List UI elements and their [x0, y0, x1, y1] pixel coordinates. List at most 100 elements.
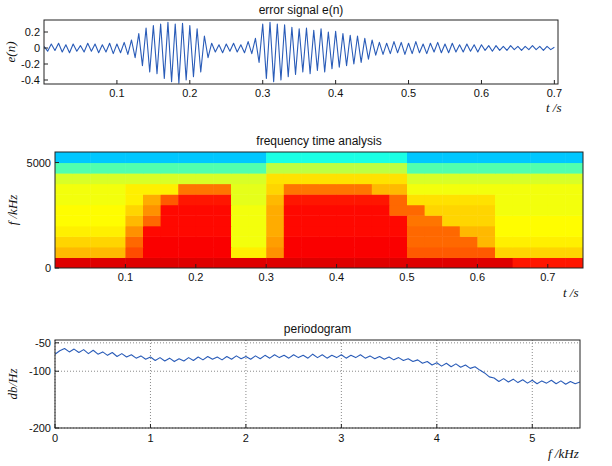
heat-cell — [495, 152, 513, 163]
heat-cell — [530, 247, 548, 258]
heat-cell — [301, 247, 319, 258]
heat-cell — [548, 173, 566, 184]
heat-cell — [530, 236, 548, 247]
heat-cell — [319, 215, 337, 226]
heat-cell — [213, 205, 231, 216]
heat-cell — [55, 194, 73, 205]
heat-cell — [266, 226, 284, 237]
heat-cell — [161, 257, 179, 268]
heat-cell — [196, 205, 214, 216]
heat-cell — [231, 184, 249, 195]
heat-cell — [90, 236, 108, 247]
heat-cell — [249, 152, 267, 163]
heat-cell — [460, 184, 478, 195]
heat-cell — [90, 173, 108, 184]
heat-cell — [213, 173, 231, 184]
heat-cell — [284, 173, 302, 184]
heat-cell — [319, 152, 337, 163]
heat-cell — [530, 257, 548, 268]
panel: 0.10.20.30.40.50.60.705000frequency time… — [5, 134, 584, 300]
heat-cell — [55, 257, 73, 268]
heat-cell — [90, 205, 108, 216]
panel-title: frequency time analysis — [256, 134, 381, 148]
heat-cell — [495, 236, 513, 247]
heat-cell — [55, 184, 73, 195]
y-tick — [55, 371, 59, 372]
heat-cell — [249, 173, 267, 184]
heat-cell — [407, 215, 425, 226]
heat-cell — [55, 205, 73, 216]
heat-cell — [319, 184, 337, 195]
plot-frame — [44, 20, 558, 84]
y-tick-label: -50 — [35, 337, 51, 349]
plot-frame — [55, 152, 583, 268]
heat-cell — [143, 184, 161, 195]
heat-cell — [442, 173, 460, 184]
heat-cell — [548, 226, 566, 237]
heat-cell — [73, 247, 91, 258]
heat-cell — [301, 257, 319, 268]
heat-cell — [90, 184, 108, 195]
heat-cell — [213, 163, 231, 174]
heat-cell — [389, 215, 407, 226]
heat-cell — [266, 163, 284, 174]
heat-cell — [161, 194, 179, 205]
heat-cell — [319, 194, 337, 205]
heat-cell — [266, 152, 284, 163]
heat-cell — [372, 236, 390, 247]
heat-cell — [161, 163, 179, 174]
heat-cell — [425, 184, 443, 195]
y-axis-title: e(n) — [3, 42, 18, 63]
heat-cell — [108, 152, 126, 163]
heat-cell — [178, 215, 196, 226]
heat-cell — [319, 163, 337, 174]
heat-cell — [389, 236, 407, 247]
x-tick-label: 0.2 — [188, 271, 203, 283]
heat-cell — [319, 247, 337, 258]
heat-cell — [354, 173, 372, 184]
heat-cell — [178, 184, 196, 195]
heat-cell — [266, 184, 284, 195]
heat-cell — [125, 184, 143, 195]
heat-cell — [90, 194, 108, 205]
heat-cell — [284, 226, 302, 237]
heat-cell — [548, 257, 566, 268]
heat-cell — [407, 257, 425, 268]
heat-cell — [266, 236, 284, 247]
heat-cell — [389, 163, 407, 174]
heat-cell — [108, 257, 126, 268]
heat-cell — [513, 184, 531, 195]
y-tick — [55, 428, 59, 429]
heat-cell — [337, 194, 355, 205]
heat-cell — [213, 257, 231, 268]
heat-cell — [372, 194, 390, 205]
heat-cell — [372, 226, 390, 237]
heat-cell — [213, 215, 231, 226]
heat-cell — [73, 257, 91, 268]
heat-cell — [460, 215, 478, 226]
heat-cell — [301, 163, 319, 174]
heat-cell — [425, 173, 443, 184]
x-tick — [55, 424, 56, 428]
heat-cell — [460, 236, 478, 247]
grid-line — [55, 342, 580, 343]
heat-cell — [213, 184, 231, 195]
x-tick — [266, 264, 267, 268]
panel: 0.10.20.30.40.50.60.7-0.4-0.200.2error s… — [3, 3, 562, 115]
heat-cell — [125, 247, 143, 258]
heat-cell — [530, 173, 548, 184]
heat-cell — [196, 184, 214, 195]
y-axis-title: db/Hz — [5, 368, 20, 399]
y-tick-label: 0.2 — [25, 26, 40, 38]
x-tick-label: 0.1 — [109, 87, 124, 99]
y-tick-label: -0.2 — [21, 58, 40, 70]
heat-cell — [178, 163, 196, 174]
x-axis-title: f /kHz — [548, 446, 579, 461]
heat-cell — [108, 236, 126, 247]
heat-cell — [266, 173, 284, 184]
heat-cell — [90, 247, 108, 258]
panel: 012345-200-100-50periodogramf /kHzdb/Hz — [5, 322, 580, 461]
y-tick-label: -200 — [29, 422, 51, 434]
heat-cell — [73, 215, 91, 226]
heat-cell — [565, 173, 583, 184]
